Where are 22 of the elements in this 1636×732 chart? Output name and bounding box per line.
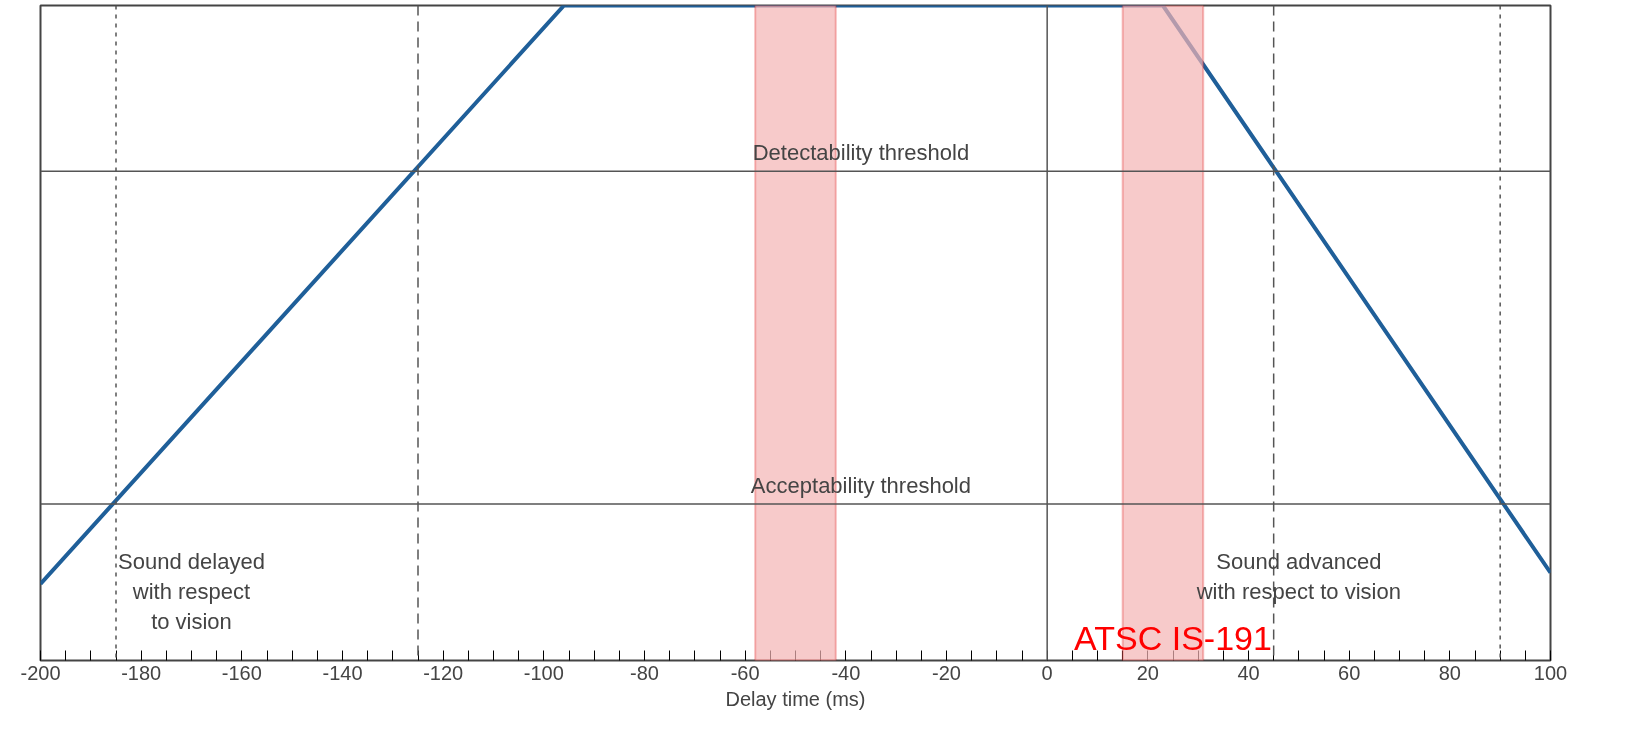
x-tick-label: 60 <box>1338 661 1361 684</box>
ref-line-label: Detectability threshold <box>752 140 970 166</box>
annotation: ATSC IS-191 <box>1074 618 1272 657</box>
ref-line-label: Acceptability threshold <box>750 472 971 498</box>
x-tick-label: -20 <box>932 661 961 684</box>
x-tick-label: -160 <box>221 661 262 684</box>
x-tick-label: 20 <box>1136 661 1159 684</box>
x-tick-label: -180 <box>121 661 162 684</box>
x-tick-label: 40 <box>1237 661 1260 684</box>
x-tick-label: -200 <box>20 661 61 684</box>
x-tick-label: 80 <box>1438 661 1461 684</box>
x-tick-label: -140 <box>322 661 363 684</box>
annotation: Sound advanced with respect to vision <box>1195 549 1401 605</box>
x-tick-label: -100 <box>523 661 564 684</box>
annotation: Sound delayed with respect to vision <box>118 549 265 635</box>
x-tick-label: 100 <box>1533 661 1568 684</box>
x-tick-label: -80 <box>630 661 659 684</box>
x-tick-label: -120 <box>423 661 464 684</box>
x-axis-title: Delay time (ms) <box>725 687 866 710</box>
x-tick-label: -40 <box>831 661 861 684</box>
x-tick-label: 0 <box>1041 661 1053 684</box>
x-tick-label: -60 <box>730 661 760 684</box>
